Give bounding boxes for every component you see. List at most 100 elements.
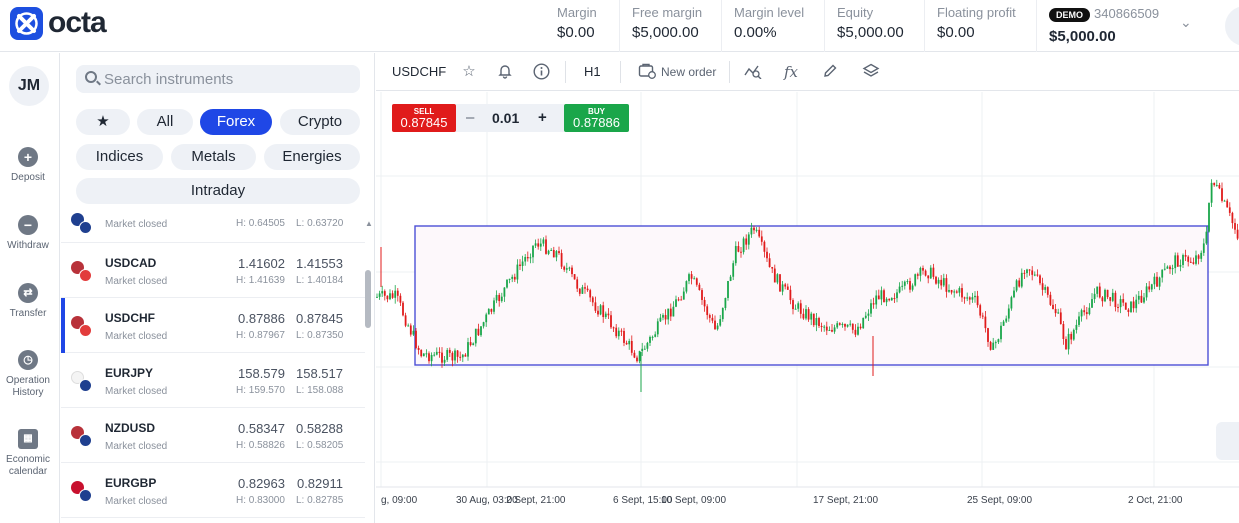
indicators-icon[interactable] [744,63,762,81]
candle-body [771,267,774,269]
low-price: L: 1.40184 [296,275,344,286]
candle-body [391,293,394,298]
avatar[interactable]: JM [9,66,49,106]
candle-body [617,330,620,337]
nav-transfer[interactable]: ⇄ Transfer [0,283,56,320]
nav-economic-calendar[interactable]: ▦ Economic calendar [0,429,56,478]
candle-body [586,288,589,291]
pencil-icon[interactable] [821,63,839,81]
candle-body [519,264,521,266]
candle-body [615,327,618,337]
candle-body [662,315,664,318]
filter-crypto[interactable]: Crypto [280,109,360,135]
candle-body [935,276,937,284]
nav-operation-history[interactable]: ◷ Operation History [0,350,56,399]
price-chart[interactable]: g, 09:00 30 Aug, 03:00 2 Sept, 21:00 6 Sept… [376,92,1239,523]
candle-body [742,238,745,253]
candle-body [646,342,649,349]
increase-volume-button[interactable]: + [538,109,547,126]
candle-body [784,284,787,287]
candle-body [584,287,586,289]
candle-body [545,239,547,254]
candle-body [812,313,815,326]
buy-button[interactable]: BUY 0.87886 [564,104,629,132]
candle-body [1088,307,1091,315]
sell-button[interactable]: SELL 0.87845 [392,104,456,132]
octa-logo[interactable]: octa [10,6,107,40]
filter-forex[interactable]: Forex [200,109,272,135]
candle-body [779,274,781,292]
info-icon[interactable] [532,63,550,81]
search-input[interactable] [104,69,354,89]
candle-body [1013,290,1015,298]
instrument-row-eurjpy[interactable]: EURJPY Market closed 158.579 158.517 H: … [61,353,365,408]
candle-body [802,313,805,319]
candle-body [688,274,690,282]
candle-body [1215,184,1218,186]
list-scrollbar[interactable] [365,270,371,328]
filter-metals[interactable]: Metals [171,144,256,170]
toolbar-divider [565,61,566,83]
bell-icon[interactable] [496,63,514,81]
candle-body [1163,268,1166,270]
candle-body [849,323,852,325]
candlestick-chart[interactable]: g, 09:00 30 Aug, 03:002 Sept, 21:00 6 Sept… [376,92,1239,523]
arrow-right-icon[interactable]: → [1216,422,1239,460]
candle-body [1210,182,1213,203]
candle-body [1218,184,1221,189]
candle-body [1195,255,1197,264]
candle-body [1182,255,1184,265]
candle-body [958,288,961,293]
instrument-row-partial[interactable]: Market closed H: 0.64505 L: 0.63720 [61,208,365,243]
time-axis-label: 2 Sept, 21:00 [506,495,566,506]
chevron-down-icon[interactable]: ⌄ [1180,14,1192,30]
candle-body [823,326,826,328]
scroll-up-icon[interactable]: ▲ [365,219,373,228]
eu-uk-flag-icon [71,481,93,503]
filter-energies[interactable]: Energies [264,144,360,170]
filter-indices[interactable]: Indices [76,144,163,170]
candle-body [758,229,761,237]
profile-circle-button[interactable] [1225,6,1239,46]
candle-body [984,316,987,329]
candle-body [916,274,919,276]
nav-deposit[interactable]: + Deposit [0,147,56,184]
candle-body [438,351,441,353]
filter-favorites[interactable]: ★ [76,109,130,135]
nav-withdraw[interactable]: − Withdraw [0,215,56,252]
instrument-row-usdcad[interactable]: USDCAD Market closed 1.41602 1.41553 H: … [61,243,365,298]
instrument-row-usdchf[interactable]: USDCHF Market closed 0.87886 0.87845 H: … [61,298,365,353]
candle-body [467,342,469,357]
instrument-row-eurgbp[interactable]: EURGBP Market closed 0.82963 0.82911 H: … [61,463,365,518]
filter-intraday[interactable]: Intraday [76,178,360,204]
candle-body [1176,255,1179,267]
new-order-icon[interactable] [638,63,656,81]
clock-icon: ◷ [18,350,38,370]
candle-body [1070,333,1073,340]
filter-all[interactable]: All [137,109,193,135]
candle-body [516,264,519,280]
layers-icon[interactable] [862,63,880,81]
candle-body [901,285,904,287]
timeframe-selector[interactable]: H1 [584,64,601,79]
candle-body [1228,207,1231,213]
candle-body [415,330,417,348]
bid-price: 1.41602 [238,256,285,271]
star-outline-icon[interactable]: ☆ [462,63,476,80]
decrease-volume-button[interactable]: – [466,109,475,126]
instrument-row-nzdusd[interactable]: NZDUSD Market closed 0.58347 0.58288 H: … [61,408,365,463]
candle-body [979,305,982,316]
account-selector[interactable]: DEMO 340866509 $5,000.00 [1036,0,1206,52]
new-order-button[interactable]: New order [661,65,717,79]
chart-symbol[interactable]: USDCHF [392,64,447,79]
candle-body [719,319,722,326]
candle-body [1028,269,1031,271]
function-icon[interactable]: fx [783,63,798,81]
candle-body [971,297,974,300]
candle-body [872,303,875,305]
candle-body [792,300,794,310]
candle-body [890,298,893,301]
one-click-trading: SELL 0.87845 – 0.01 + BUY 0.87886 [392,104,629,132]
volume-value[interactable]: 0.01 [492,110,520,126]
candle-body [870,303,872,314]
